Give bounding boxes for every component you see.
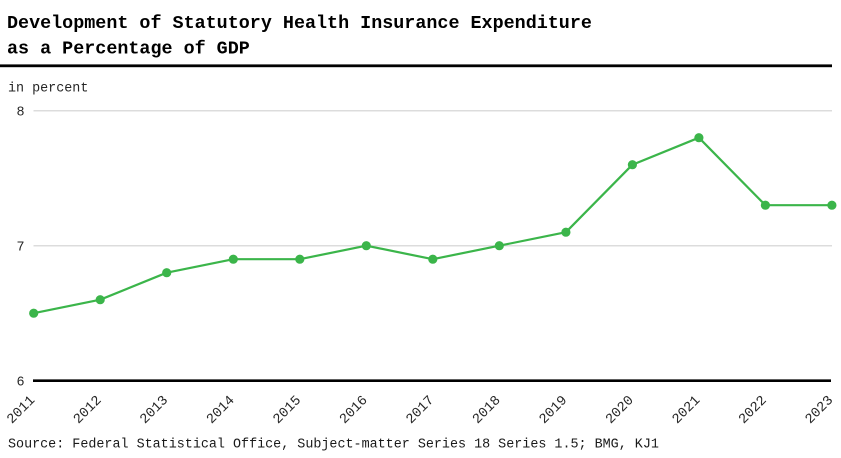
svg-text:2020: 2020 [604,394,638,428]
svg-text:2012: 2012 [71,394,105,428]
svg-text:as a Percentage of GDP: as a Percentage of GDP [7,39,250,60]
svg-text:Development of Statutory Healt: Development of Statutory Health Insuranc… [7,13,592,34]
svg-text:2015: 2015 [271,394,305,428]
svg-text:2014: 2014 [204,394,238,428]
svg-text:2016: 2016 [337,394,371,428]
svg-text:8: 8 [16,106,24,121]
svg-text:6: 6 [16,376,24,391]
svg-text:2018: 2018 [470,394,504,428]
svg-text:Source: Federal Statistical Of: Source: Federal Statistical Office, Subj… [8,438,659,453]
svg-text:2021: 2021 [670,394,704,428]
svg-text:2011: 2011 [5,394,39,428]
svg-text:2019: 2019 [537,394,571,428]
svg-text:2017: 2017 [404,394,438,428]
svg-text:2022: 2022 [737,394,771,428]
svg-text:7: 7 [16,241,24,256]
svg-text:2013: 2013 [138,394,172,428]
svg-text:in percent: in percent [8,81,88,96]
svg-text:2023: 2023 [803,394,837,428]
